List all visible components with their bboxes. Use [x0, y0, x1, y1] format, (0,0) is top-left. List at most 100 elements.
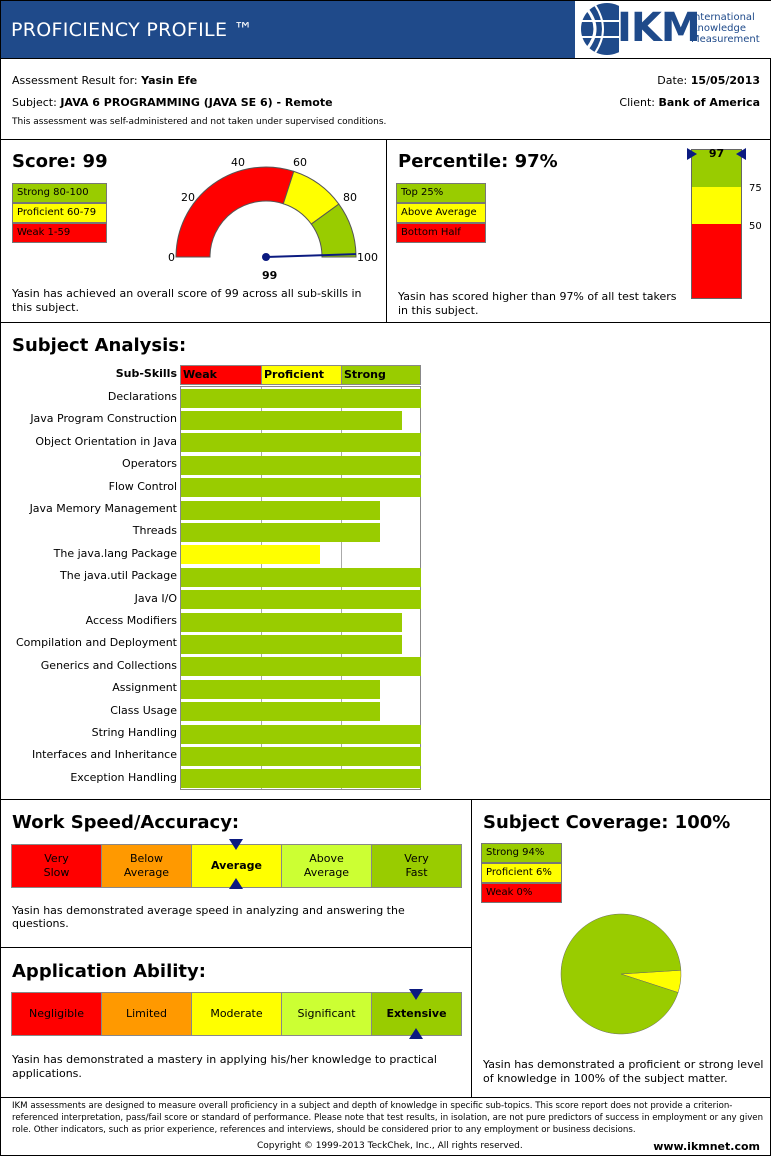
skill-bar — [181, 590, 421, 610]
skill-label: Java Program Construction — [30, 412, 177, 426]
gauge-value: 99 — [262, 269, 277, 282]
subskills-header: Sub-Skills — [115, 367, 177, 380]
globe-icon — [581, 3, 619, 55]
skill-label: Generics and Collections — [40, 658, 177, 672]
speed-very-fast: Very Fast — [372, 845, 461, 887]
coverage-legend: Strong 94% Proficient 6% Weak 0% — [481, 843, 562, 903]
skill-label: Compilation and Deployment — [15, 636, 177, 650]
skill-bar — [181, 500, 381, 520]
skill-label: Interfaces and Inheritance — [31, 748, 177, 762]
percentile-above-band — [692, 187, 741, 224]
skill-label: Object Orientation in Java — [35, 434, 177, 448]
gauge-tick-40: 40 — [231, 156, 245, 169]
footer-copyright: Copyright © 1999-2013 TeckChek, Inc., Al… — [257, 1141, 523, 1151]
marker-left-icon — [736, 148, 746, 161]
skill-label: Assignment — [112, 681, 177, 695]
coverage-pie — [560, 913, 682, 1035]
percentile-marker: 97 — [687, 147, 746, 161]
gauge-tick-100: 100 — [357, 251, 378, 264]
skill-bar — [181, 702, 381, 722]
score-description: Yasin has achieved an overall score of 9… — [12, 287, 362, 314]
legend-above-average: Above Average — [396, 203, 486, 223]
level-strong: Strong — [341, 366, 420, 384]
percentile-title: Percentile: 97% — [398, 151, 558, 172]
legend-strong: Strong 80-100 — [12, 183, 107, 203]
level-weak: Weak — [181, 366, 261, 384]
pie-slice — [560, 913, 682, 1035]
logo-text: IKM — [617, 5, 701, 51]
skill-bar — [181, 724, 421, 744]
skill-label: Java Memory Management — [29, 502, 177, 515]
application-scale: Negligible Limited Moderate Significant … — [11, 992, 462, 1036]
legend-proficient: Proficient 60-79 — [12, 203, 107, 223]
percentile-legend: Top 25% Above Average Bottom Half — [396, 183, 486, 243]
skill-label: String Handling — [91, 726, 177, 739]
application-description: Yasin has demonstrated a mastery in appl… — [12, 1053, 437, 1080]
skill-bar — [181, 388, 421, 408]
legend-bottom-half: Bottom Half — [396, 223, 486, 243]
percentile-bar: 97 — [687, 147, 746, 299]
gauge-tick-80: 80 — [343, 191, 357, 204]
skill-bar — [181, 769, 421, 789]
skill-label: The java.util Package — [60, 569, 177, 583]
skill-label: Declarations — [107, 390, 177, 403]
coverage-proficient: Proficient 6% — [481, 863, 562, 883]
skills-grid — [180, 386, 421, 790]
skill-bar — [181, 455, 421, 475]
speed-scale: Very Slow Below Average Average Above Av… — [11, 844, 462, 888]
coverage-title: Subject Coverage: 100% — [483, 812, 731, 833]
skill-label: Class Usage — [110, 703, 177, 717]
gauge-pivot — [262, 253, 270, 261]
analysis-title: Subject Analysis: — [12, 335, 187, 356]
percentile-description: Yasin has scored higher than 97% of all … — [398, 290, 677, 317]
skill-bar — [181, 567, 421, 587]
skill-label: Java I/O — [134, 591, 177, 605]
speed-average: Average — [192, 845, 282, 887]
skill-bar — [181, 410, 402, 430]
subject-name: JAVA 6 PROGRAMMING (JAVA SE 6) - Remote — [60, 96, 333, 109]
speed-very-slow: Very Slow — [12, 845, 102, 887]
percentile-tick-50: 50 — [749, 221, 762, 232]
marker-right-icon — [687, 148, 697, 161]
legend-weak: Weak 1-59 — [12, 223, 107, 243]
percentile-top-band — [692, 150, 741, 187]
candidate-line: Assessment Result for: Yasin Efe — [12, 74, 198, 87]
speed-description: Yasin has demonstrated average speed in … — [12, 904, 405, 930]
supervision-note: This assessment was self-administered an… — [12, 117, 387, 127]
speed-above-average: Above Average — [282, 845, 372, 887]
gauge-strong-band — [310, 203, 357, 258]
speed-marker-top-icon — [229, 839, 243, 850]
score-legend: Strong 80-100 Proficient 60-79 Weak 1-59 — [12, 183, 107, 243]
date-value: 15/05/2013 — [690, 74, 760, 87]
coverage-weak: Weak 0% — [481, 883, 562, 903]
footer-disclaimer: IKM assessments are designed to measure … — [12, 1101, 764, 1135]
skill-bar — [181, 634, 402, 654]
percentile-tick-75: 75 — [749, 183, 762, 194]
gauge-tick-0: 0 — [168, 251, 175, 264]
skill-label: Exception Handling — [70, 770, 177, 784]
percentile-value: 97 — [708, 147, 725, 161]
skill-bar — [181, 478, 421, 498]
skill-bar — [181, 612, 402, 632]
footer-url[interactable]: www.ikmnet.com — [653, 1140, 760, 1153]
skill-label: Access Modifiers — [85, 614, 177, 627]
speed-title: Work Speed/Accuracy: — [12, 812, 240, 833]
skill-label: Operators — [122, 457, 177, 471]
skill-bar — [181, 522, 381, 542]
gauge-needle — [265, 253, 356, 258]
skill-label: Threads — [132, 524, 177, 538]
app-negligible: Negligible — [12, 993, 102, 1035]
application-marker-top-icon — [409, 989, 423, 1000]
coverage-strong: Strong 94% — [481, 843, 562, 863]
ikm-logo: IKM International Knowledge Measurement — [575, 1, 771, 58]
application-marker-bottom-icon — [409, 1028, 423, 1039]
skill-label: The java.lang Package — [53, 546, 177, 560]
level-header: Weak Proficient Strong — [180, 365, 421, 385]
report-title: PROFICIENCY PROFILE ™ — [11, 19, 253, 41]
speed-marker-bottom-icon — [229, 878, 243, 889]
skill-bar — [181, 679, 381, 699]
speed-below-average: Below Average — [102, 845, 192, 887]
skill-bar — [181, 545, 321, 565]
app-moderate: Moderate — [192, 993, 282, 1035]
